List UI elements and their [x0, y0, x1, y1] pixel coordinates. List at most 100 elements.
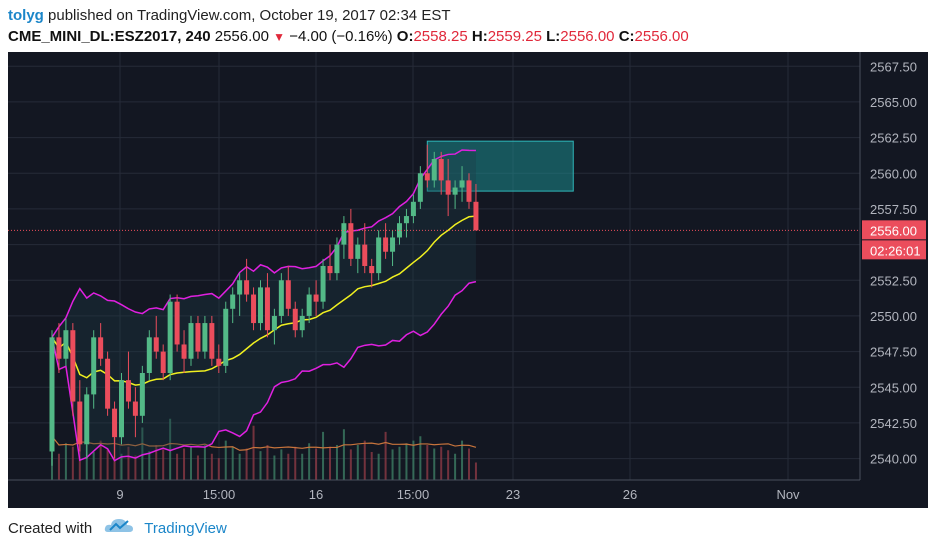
- candle-body: [223, 308, 229, 366]
- volume-bar: [120, 453, 123, 480]
- candle-body: [473, 201, 479, 231]
- volume-bar: [99, 440, 102, 480]
- price-chart[interactable]: 2567.502565.002562.502560.002557.502555.…: [8, 52, 928, 508]
- candle-body: [313, 294, 319, 302]
- price-axis-background: [860, 52, 928, 508]
- candle-body: [438, 159, 444, 181]
- volume-bar: [370, 452, 373, 480]
- price-tick-label: 2562.50: [870, 131, 917, 146]
- candle-body: [160, 351, 166, 373]
- candle-body: [264, 287, 270, 331]
- volume-bar: [384, 431, 387, 480]
- time-tick-label: 26: [623, 487, 637, 502]
- candle-body: [369, 266, 375, 274]
- volume-bar: [315, 448, 318, 480]
- volume-bar: [356, 445, 359, 480]
- low-label: L:: [546, 28, 561, 45]
- candle-body: [132, 401, 138, 416]
- volume-bar: [64, 443, 67, 480]
- volume-bar: [196, 455, 199, 480]
- candle-body: [91, 337, 97, 395]
- candle-body: [271, 315, 277, 331]
- candle-body: [98, 337, 104, 359]
- volume-bar: [454, 453, 457, 480]
- volume-bar: [308, 443, 311, 480]
- tradingview-cloud-icon: [104, 516, 134, 542]
- candle-body: [237, 280, 243, 295]
- volume-bar: [71, 446, 74, 480]
- volume-bar: [113, 438, 116, 480]
- chart-area[interactable]: 2567.502565.002562.502560.002557.502555.…: [8, 52, 928, 508]
- volume-bar: [92, 452, 95, 480]
- volume-bar: [273, 455, 276, 480]
- candle-body: [410, 201, 416, 217]
- price-tick-label: 2560.00: [870, 166, 917, 181]
- published-text: published on TradingView.com, October 19…: [43, 7, 451, 24]
- price-tick-label: 2557.50: [870, 202, 917, 217]
- time-tick-label: 23: [506, 487, 520, 502]
- last-price: 2556.00: [214, 28, 269, 45]
- volume-bar: [210, 453, 213, 480]
- low-value: 2556.00: [560, 28, 615, 45]
- candle-body: [49, 337, 55, 452]
- created-with-text: Created with: [8, 519, 93, 537]
- bollinger-lower-line: [51, 280, 477, 462]
- candle-body: [320, 266, 326, 302]
- volume-bar: [280, 449, 283, 480]
- author-link[interactable]: tolyg: [8, 7, 44, 24]
- candle-body: [299, 315, 305, 331]
- candle-body: [153, 337, 159, 352]
- time-tick-label: 15:00: [203, 487, 236, 502]
- candle-body: [348, 223, 354, 259]
- candle-body: [146, 337, 152, 373]
- candle-body: [77, 401, 83, 445]
- volume-bar: [398, 446, 401, 480]
- volume-bar: [391, 449, 394, 480]
- price-axis[interactable]: 2567.502565.002562.502560.002557.502555.…: [859, 52, 928, 508]
- candle-body: [70, 330, 76, 402]
- volume-bar: [259, 451, 262, 480]
- close-value: 2556.00: [634, 28, 689, 45]
- volume-bar: [335, 445, 338, 480]
- volume-bar: [287, 453, 290, 480]
- candle-body: [431, 159, 437, 181]
- countdown-tag-label: 02:26:01: [870, 243, 921, 258]
- candle-body: [258, 287, 263, 324]
- volume-bar: [363, 440, 366, 480]
- candle-body: [334, 244, 340, 274]
- tradingview-link[interactable]: TradingView: [144, 519, 227, 537]
- volume-bar: [169, 418, 172, 480]
- candle-body: [355, 244, 361, 259]
- candle-body: [244, 280, 250, 295]
- candle-body: [167, 301, 173, 373]
- time-axis[interactable]: 9 15:00 16 15:00 23 26 Nov: [8, 479, 860, 502]
- volume-bar: [461, 440, 464, 480]
- volume-bar: [78, 429, 81, 480]
- price-tick-label: 2542.50: [870, 416, 917, 431]
- candle-body: [112, 408, 118, 438]
- volume-bar: [141, 427, 144, 480]
- candle-body: [466, 180, 472, 202]
- candle-body: [327, 266, 333, 274]
- volume-bar: [224, 440, 227, 480]
- footer: Created with TradingView: [8, 516, 227, 540]
- time-tick-label: 15:00: [397, 487, 430, 502]
- volume-bar: [231, 446, 234, 480]
- volume-bar: [412, 440, 415, 480]
- price-tick-label: 2565.00: [870, 95, 917, 110]
- candle-body: [139, 373, 145, 416]
- volume-bar: [148, 451, 151, 480]
- high-value: 2559.25: [487, 28, 542, 45]
- candle-body: [174, 301, 180, 345]
- down-arrow-icon: ▼: [273, 30, 286, 44]
- time-tick-label: 16: [309, 487, 323, 502]
- volume-bar: [377, 453, 380, 480]
- price-tick-label: 2567.50: [870, 59, 917, 74]
- candle-body: [56, 337, 62, 359]
- candle-body: [424, 173, 430, 181]
- candle-body: [285, 280, 291, 309]
- symbol-label: CME_MINI_DL:ESZ2017, 240: [8, 28, 211, 45]
- volume-bar: [329, 446, 331, 480]
- volume-bar: [190, 446, 192, 480]
- symbol-line: CME_MINI_DL:ESZ2017, 240 2556.00 ▼ −4.00…: [8, 26, 928, 48]
